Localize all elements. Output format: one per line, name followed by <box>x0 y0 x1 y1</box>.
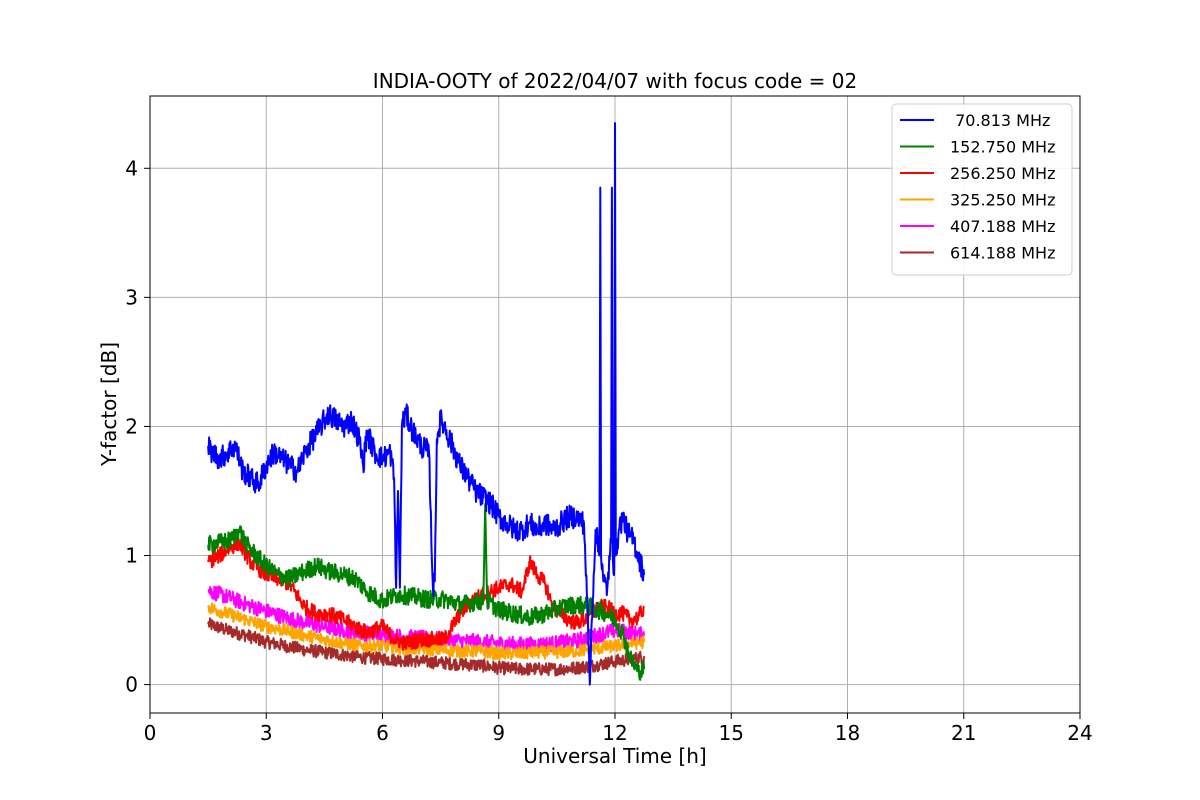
chart-title: INDIA-OOTY of 2022/04/07 with focus code… <box>373 69 857 93</box>
x-tick-label: 12 <box>602 721 627 745</box>
x-tick-label: 21 <box>951 721 976 745</box>
x-tick-label: 6 <box>376 721 389 745</box>
series-line-5 <box>207 585 646 654</box>
series-line-1 <box>207 122 646 686</box>
legend-label: 256.250 MHz <box>950 164 1055 183</box>
legend-box <box>891 103 1073 276</box>
y-axis-title: Y-factor [dB] <box>97 342 121 467</box>
legend-label: 152.750 MHz <box>950 138 1055 157</box>
legend-label: 70.813 MHz <box>950 111 1050 130</box>
x-tick-label: 9 <box>492 721 505 745</box>
y-tick-label: 3 <box>125 285 138 309</box>
x-tick-label: 3 <box>260 721 273 745</box>
y-tick-label: 1 <box>125 544 138 568</box>
y-tick-label: 4 <box>125 156 138 180</box>
x-tick-label: 24 <box>1067 721 1092 745</box>
x-tick-label: 18 <box>835 721 860 745</box>
legend-label: 614.188 MHz <box>950 244 1055 263</box>
series-line-4 <box>207 602 646 661</box>
y-axis: 0 1 2 3 4 <box>125 156 150 697</box>
x-tick-label: 0 <box>144 721 157 745</box>
series-lines <box>207 122 646 686</box>
x-axis: 0 3 6 9 12 15 18 21 24 <box>144 713 1093 745</box>
x-axis-title: Universal Time [h] <box>523 744 706 768</box>
y-tick-label: 2 <box>125 414 138 438</box>
legend-label: 325.250 MHz <box>950 191 1055 210</box>
series-line-2 <box>207 502 646 681</box>
y-tick-label: 0 <box>125 673 138 697</box>
legend-label: 407.188 MHz <box>950 217 1055 236</box>
x-tick-label: 15 <box>719 721 744 745</box>
legend: 70.813 MHz 152.750 MHz 256.250 MHz 325.250 … <box>891 103 1073 276</box>
series-line-6 <box>207 617 646 677</box>
